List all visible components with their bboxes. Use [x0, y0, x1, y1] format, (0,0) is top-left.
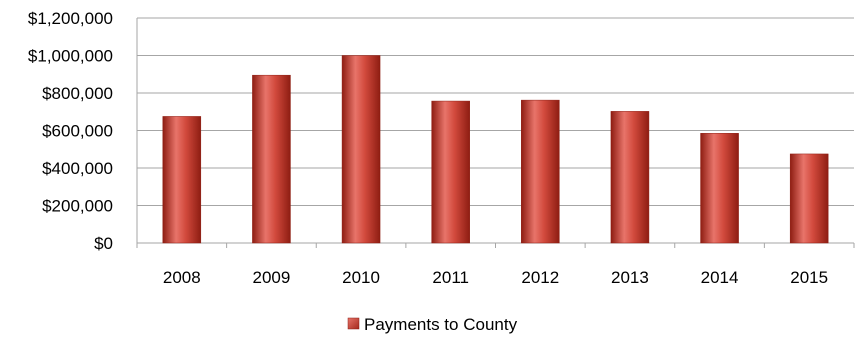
bar-2015: [789, 153, 829, 244]
x-tick-label: 2014: [701, 268, 739, 287]
y-tick-label: $0: [94, 234, 113, 253]
x-axis-ticks: 2008 2009 2010 2011 2012 2013 2014 2015: [163, 268, 828, 287]
x-tick-label: 2009: [253, 268, 291, 287]
y-tick-label: $1,000,000: [28, 47, 113, 66]
x-tick-label: 2011: [432, 268, 469, 287]
y-tick-label: $600,000: [42, 122, 113, 141]
bars: [162, 55, 829, 244]
legend-swatch: [347, 317, 360, 330]
y-axis-ticks: $0 $200,000 $400,000 $600,000 $800,000 $1,000…: [28, 9, 113, 253]
bar-2012: [521, 99, 560, 244]
y-tick-label: $800,000: [42, 84, 113, 103]
x-tick-label: 2008: [163, 268, 201, 287]
bar-2009: [252, 74, 291, 244]
bar-2014: [700, 133, 739, 244]
x-tick-label: 2013: [611, 268, 649, 287]
bar-2011: [431, 100, 470, 244]
legend-label: Payments to County: [364, 315, 518, 334]
x-axis: [136, 18, 855, 248]
legend: Payments to County: [347, 315, 518, 334]
bar-2010: [341, 55, 381, 244]
y-tick-label: $200,000: [42, 197, 113, 216]
bar-2013: [610, 111, 650, 244]
x-tick-label: 2010: [342, 268, 380, 287]
y-tick-label: $1,200,000: [28, 9, 113, 28]
x-tick-label: 2012: [521, 268, 559, 287]
x-tick-label: 2015: [790, 268, 828, 287]
bar-2008: [162, 116, 202, 244]
gridlines: [137, 17, 854, 244]
y-tick-label: $400,000: [42, 159, 113, 178]
